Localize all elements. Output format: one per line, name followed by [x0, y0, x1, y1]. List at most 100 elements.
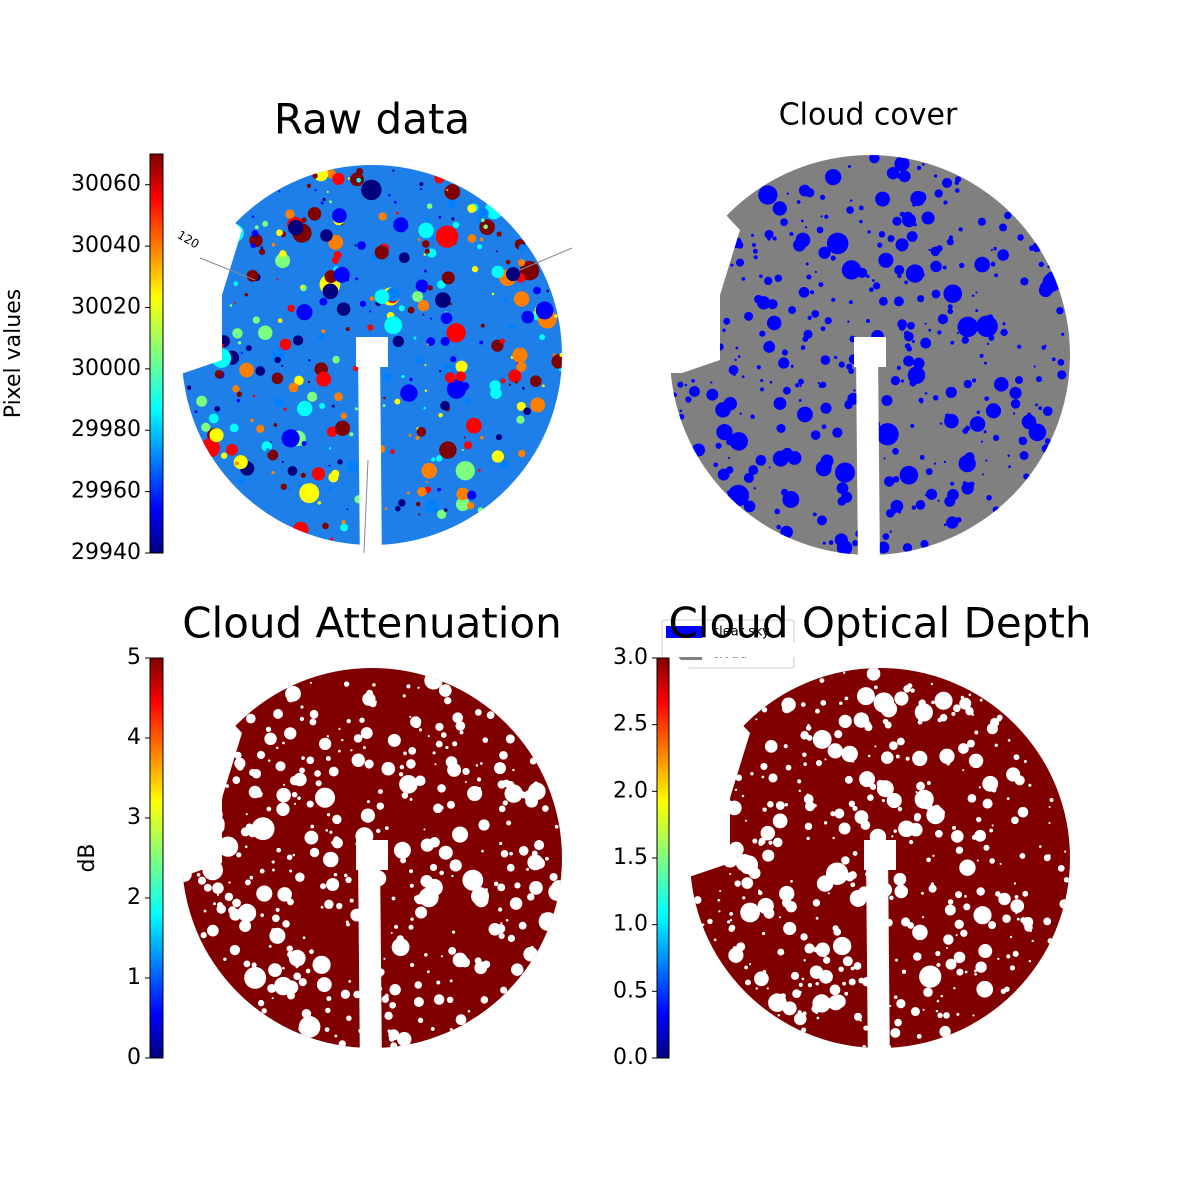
image-blob	[926, 805, 945, 825]
image-blob	[740, 902, 760, 923]
image-blob	[310, 824, 315, 829]
image-blob	[343, 681, 350, 687]
image-blob	[916, 165, 922, 171]
image-blob	[206, 924, 219, 937]
image-blob	[447, 199, 457, 209]
image-blob	[755, 987, 758, 990]
image-blob	[937, 499, 940, 502]
image-blob	[498, 805, 506, 813]
image-blob	[907, 366, 926, 384]
image-blob	[224, 892, 234, 902]
image-blob	[296, 400, 313, 417]
image-blob	[415, 355, 424, 364]
image-blob	[279, 250, 287, 258]
image-blob	[1035, 376, 1043, 383]
image-blob	[914, 703, 933, 722]
image-blob	[892, 216, 902, 226]
image-blob	[999, 223, 1008, 232]
image-blob	[477, 469, 481, 472]
tick-label: 29960	[71, 479, 141, 504]
image-blob	[749, 963, 752, 966]
image-blob	[909, 839, 914, 845]
image-blob	[409, 715, 412, 718]
image-blob	[956, 1012, 960, 1016]
image-blob	[421, 462, 437, 479]
image-blob	[766, 987, 769, 990]
image-blob	[430, 317, 433, 320]
image-blob	[729, 912, 734, 916]
image-blob	[910, 688, 915, 693]
image-blob	[429, 837, 440, 848]
image-blob	[717, 468, 730, 481]
image-blob	[773, 397, 787, 410]
image-blob	[883, 254, 893, 263]
image-blob	[328, 446, 332, 450]
image-blob	[259, 868, 265, 874]
image-blob	[1017, 344, 1022, 349]
image-blob	[338, 727, 341, 730]
image-blob	[937, 313, 949, 325]
image-blob	[530, 945, 534, 950]
image-blob	[782, 386, 791, 395]
image-blob	[306, 756, 315, 765]
image-blob	[212, 882, 224, 894]
image-blob	[301, 756, 305, 760]
image-blob	[445, 745, 449, 750]
image-blob	[901, 917, 911, 927]
image-blob	[338, 749, 341, 753]
image-blob	[1006, 954, 1011, 959]
image-blob	[516, 361, 527, 372]
image-blob	[964, 895, 967, 898]
image-blob	[1011, 816, 1019, 825]
image-blob	[812, 899, 821, 907]
image-blob	[399, 775, 418, 794]
image-blob	[461, 448, 464, 452]
image-blob	[303, 241, 310, 248]
image-blob	[890, 376, 900, 386]
image-blob	[990, 717, 1000, 728]
image-blob	[756, 296, 771, 310]
image-blob	[295, 872, 305, 883]
image-blob	[759, 303, 762, 306]
image-blob	[807, 724, 810, 727]
image-blob	[999, 862, 1002, 865]
image-blob	[803, 762, 807, 766]
image-blob	[989, 858, 995, 864]
image-blob	[1061, 332, 1065, 336]
image-blob	[983, 844, 990, 851]
image-blob	[953, 951, 966, 964]
image-blob	[408, 747, 417, 755]
image-blob	[499, 338, 506, 344]
image-blob	[267, 983, 277, 993]
image-blob	[271, 372, 284, 385]
image-blob	[814, 708, 820, 714]
image-blob	[390, 931, 393, 934]
image-blob	[216, 893, 220, 897]
image-blob	[426, 203, 433, 209]
image-blob	[893, 829, 898, 833]
panel-title: Cloud cover	[779, 98, 958, 133]
image-blob	[480, 762, 483, 765]
image-blob	[505, 918, 509, 922]
image-blob	[1057, 864, 1065, 872]
image-blob	[802, 336, 809, 342]
image-blob	[947, 304, 953, 310]
image-blob	[288, 382, 299, 393]
image-blob	[996, 714, 1003, 721]
image-blob	[993, 246, 997, 251]
tick-label: 1	[127, 965, 141, 990]
image-blob	[986, 342, 990, 345]
image-blob	[956, 332, 959, 335]
image-blob	[916, 1033, 922, 1039]
image-blob	[528, 782, 546, 801]
image-blob	[232, 898, 241, 908]
image-blob	[900, 379, 905, 383]
image-blob	[735, 346, 739, 350]
mask	[856, 350, 880, 570]
image-blob	[1019, 852, 1026, 859]
image-blob	[512, 899, 517, 905]
image-blob	[479, 237, 484, 242]
image-blob	[715, 442, 722, 449]
image-blob	[309, 847, 320, 858]
